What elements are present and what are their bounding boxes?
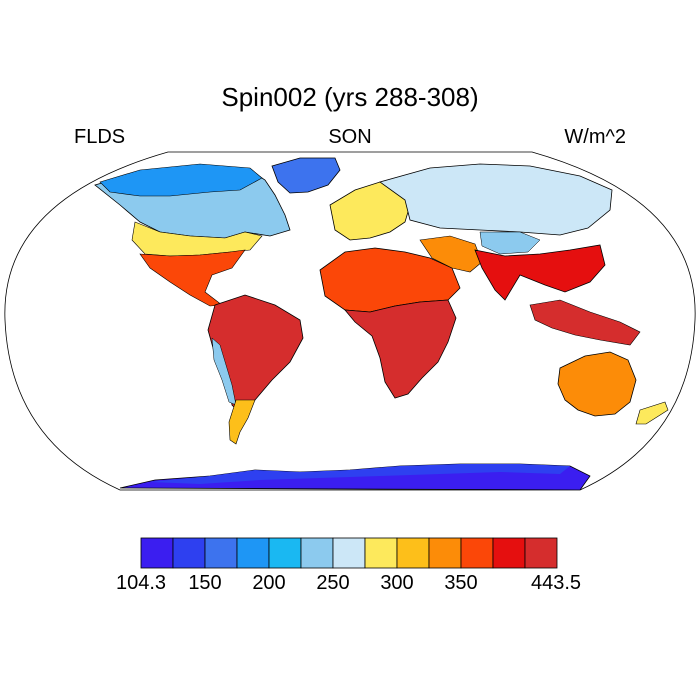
colorbar-swatch [396,537,430,569]
colorbar-swatch [492,537,526,569]
region-middle-east [419,235,483,273]
colorbar-swatch [300,537,334,569]
region-australia [557,351,637,417]
colorbar-swatch [236,537,270,569]
chart-title: Spin002 (yrs 288-308) [221,82,479,112]
region-arctic-canada [99,163,263,197]
units-label: W/m^2 [564,126,626,148]
colorbar-swatch [204,537,238,569]
colorbar-swatch [460,537,494,569]
region-central-africa [344,299,457,399]
colorbar-tick-label: 300 [380,572,414,594]
region-southern-us-mexico [139,249,246,307]
colorbar-swatch [332,537,366,569]
colorbar-tick-label: 350 [444,572,478,594]
colorbar-swatch [428,537,462,569]
colorbar-tick-label: 150 [188,572,222,594]
region-maritime-islands [529,299,641,346]
variable-label: FLDS [74,126,126,148]
colorbar-swatch [172,537,206,569]
colorbar-swatch [140,537,174,569]
colorbar-max-label: 443.5 [530,572,582,594]
colorbar-swatch [364,537,398,569]
region-new-zealand [635,401,669,425]
region-siberia [379,163,613,236]
region-patagonia [228,399,256,445]
season-label: SON [328,126,372,148]
colorbar-tick-label: 200 [252,572,286,594]
colorbar-min-label: 104.3 [115,572,167,594]
colorbar-tick-label: 250 [316,572,350,594]
colorbar-swatch [268,537,302,569]
region-europe [329,181,411,241]
region-antarctic-coast [150,464,570,484]
region-tibet [479,231,541,255]
region-india-se-asia [474,244,606,301]
colorbar-swatch [524,537,558,569]
region-greenland [271,157,341,194]
region-central-north-america [131,221,263,257]
